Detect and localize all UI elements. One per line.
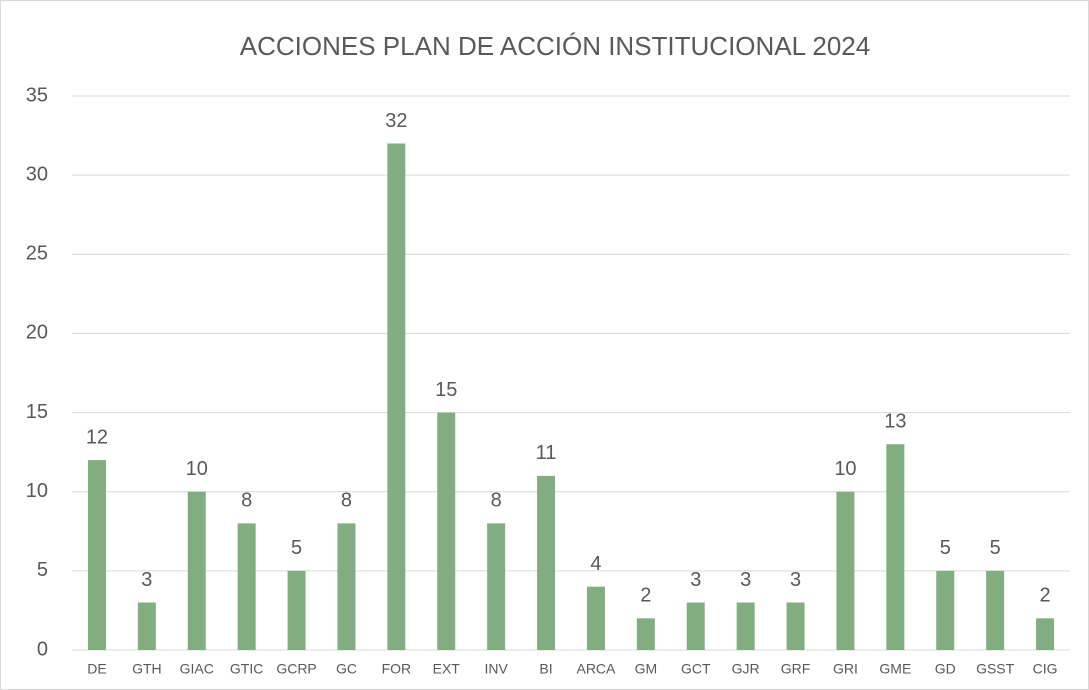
bar [586,586,605,650]
x-tick-label: GCRP [276,661,316,677]
bar [786,602,805,650]
bar [137,602,156,650]
bar [537,475,556,650]
bar [287,570,306,650]
y-tick-label: 5 [37,559,48,581]
x-tick-label: GRI [833,661,858,677]
x-tick-label: GM [635,661,658,677]
data-label: 15 [435,379,457,401]
x-tick-label: CIG [1033,661,1058,677]
data-label: 5 [291,537,302,559]
x-tick-label: GME [879,661,911,677]
data-label: 12 [86,426,108,448]
x-tick-label: ARCA [576,661,616,677]
bar [736,602,755,650]
x-tick-label: GIAC [180,661,214,677]
data-label: 8 [491,490,502,512]
bar [936,570,955,650]
y-tick-label: 35 [26,84,48,106]
x-tick-label: GSST [976,661,1015,677]
y-tick-label: 0 [37,638,48,660]
data-label: 2 [1039,585,1050,607]
bar [387,143,406,650]
x-tick-label: GJR [732,661,760,677]
data-label: 2 [640,585,651,607]
y-tick-label: 25 [26,243,48,265]
x-tick-label: GC [336,661,357,677]
bar [986,570,1005,650]
x-tick-label: EXT [433,661,461,677]
bar [487,523,506,650]
chart-title: ACCIONES PLAN DE ACCIÓN INSTITUCIONAL 20… [240,31,870,61]
data-label: 3 [740,569,751,591]
x-tick-label: BI [539,661,552,677]
x-tick-label: GTH [132,661,162,677]
data-label: 5 [940,537,951,559]
x-tick-label: DE [87,661,106,677]
bar [836,491,855,650]
bar [886,444,905,650]
data-label: 32 [385,110,407,132]
data-label: 3 [790,569,801,591]
data-label: 13 [884,411,906,433]
bar [437,412,456,650]
bar [237,523,256,650]
bar [337,523,356,650]
bar [636,618,655,650]
data-label: 10 [834,458,856,480]
data-label: 4 [590,553,601,575]
bar [87,460,106,650]
x-tick-label: GRF [781,661,811,677]
y-tick-label: 30 [26,163,48,185]
bar [686,602,705,650]
data-label: 11 [536,442,557,464]
x-tick-label: INV [484,661,508,677]
x-tick-label: GCT [681,661,711,677]
x-tick-label: GTIC [230,661,263,677]
data-label: 8 [241,490,252,512]
data-label: 3 [141,569,152,591]
bar [1036,618,1055,650]
x-tick-label: FOR [382,661,412,677]
y-tick-label: 20 [26,322,48,344]
y-tick-label: 10 [26,480,48,502]
bar [187,491,206,650]
data-label: 3 [690,569,701,591]
x-tick-label: GD [935,661,956,677]
data-label: 8 [341,490,352,512]
y-tick-label: 15 [26,401,48,423]
data-label: 5 [990,537,1001,559]
data-label: 10 [186,458,208,480]
